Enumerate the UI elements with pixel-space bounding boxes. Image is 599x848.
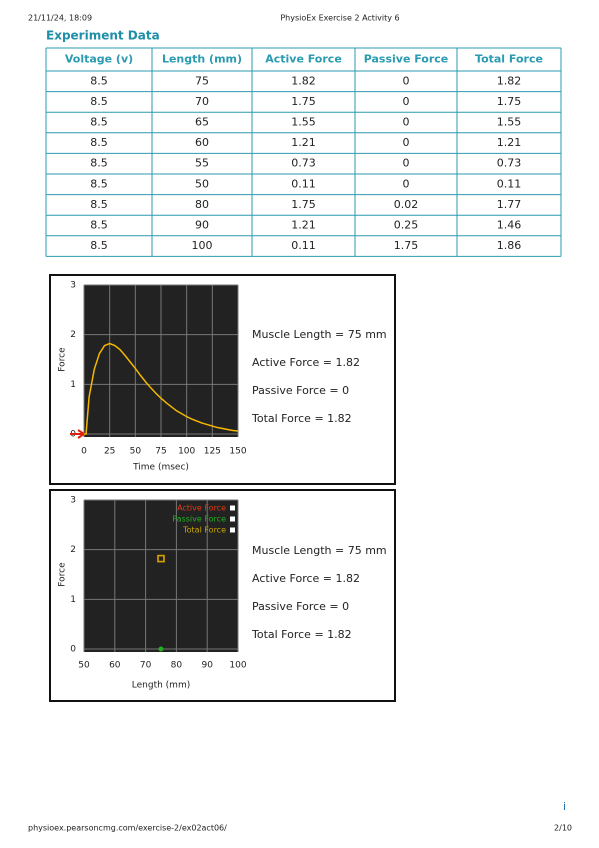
y-axis-label: Force: [58, 562, 68, 587]
header-title: PhysioEx Exercise 2 Activity 6: [280, 14, 399, 23]
x-tick-label: 75: [155, 447, 166, 457]
x-tick-label: 60: [109, 661, 121, 671]
table-cell: 8.5: [90, 239, 108, 252]
table-cell: 55: [195, 157, 209, 170]
table-cell: 1.55: [497, 116, 522, 129]
table-cell: 1.75: [291, 95, 316, 108]
x-tick-label: 100: [178, 447, 195, 457]
column-header: Total Force: [475, 53, 543, 66]
legend-label: Passive Force: [172, 515, 226, 524]
table-cell: 1.82: [291, 74, 316, 87]
table-cell: 8.5: [90, 219, 108, 232]
info-icon[interactable]: i: [563, 800, 566, 813]
x-axis-label: Time (msec): [132, 463, 189, 473]
table-cell: 0: [403, 116, 410, 129]
table-cell: 0.11: [291, 177, 316, 190]
annotation: Muscle Length = 75 mm: [252, 328, 387, 341]
table-cell: 0: [403, 74, 410, 87]
footer-url: physioex.pearsoncmg.com/exercise-2/ex02a…: [28, 824, 227, 833]
table-cell: 1.77: [497, 198, 522, 211]
y-tick-label: 0: [70, 645, 76, 655]
table-cell: 1.21: [291, 219, 316, 232]
page-number: 2/10: [554, 824, 572, 833]
table-cell: 0: [403, 157, 410, 170]
table-cell: 0.02: [394, 198, 419, 211]
table-cell: 0: [403, 136, 410, 149]
y-tick-label: 2: [70, 330, 76, 340]
table-cell: 8.5: [90, 95, 108, 108]
table-cell: 0.73: [497, 157, 522, 170]
table-cell: 8.5: [90, 177, 108, 190]
table-cell: 0: [403, 95, 410, 108]
point: [158, 646, 164, 652]
x-tick-label: 125: [204, 447, 221, 457]
legend-swatch: [230, 527, 235, 533]
table-cell: 8.5: [90, 116, 108, 129]
table-cell: 0.25: [394, 219, 419, 232]
table-cell: 1.21: [497, 136, 522, 149]
x-tick-label: 25: [104, 447, 115, 457]
table-cell: 100: [192, 239, 213, 252]
table-cell: 0.11: [497, 177, 522, 190]
column-header: Active Force: [265, 53, 342, 66]
table-cell: 70: [195, 95, 209, 108]
table-cell: 8.5: [90, 198, 108, 211]
table-cell: 1.82: [497, 74, 522, 87]
table-cell: 0: [403, 177, 410, 190]
y-tick-label: 1: [70, 380, 76, 390]
y-tick-label: 1: [70, 595, 76, 605]
x-tick-label: 50: [130, 447, 142, 457]
column-header: Length (mm): [162, 53, 242, 66]
table-cell: 80: [195, 198, 209, 211]
table-cell: 0.73: [291, 157, 316, 170]
annotation: Muscle Length = 75 mm: [252, 544, 387, 557]
legend-label: Active Force: [177, 504, 226, 513]
table-cell: 1.21: [291, 136, 316, 149]
y-axis-label: Force: [58, 347, 68, 372]
y-tick-label: 3: [70, 496, 76, 506]
x-tick-label: 150: [229, 447, 246, 457]
section-title: Experiment Data: [46, 29, 160, 43]
table-cell: 90: [195, 219, 209, 232]
table-cell: 1.75: [291, 198, 316, 211]
table-cell: 1.46: [497, 219, 522, 232]
x-tick-label: 80: [171, 661, 183, 671]
column-header: Passive Force: [364, 53, 449, 66]
table-cell: 0.11: [291, 239, 316, 252]
point: [157, 554, 165, 563]
y-tick-label: 3: [70, 281, 76, 291]
legend-swatch: [230, 505, 235, 511]
table-cell: 65: [195, 116, 209, 129]
annotation: Total Force = 1.82: [251, 412, 352, 425]
x-tick-label: 90: [201, 661, 213, 671]
table-cell: 50: [195, 177, 209, 190]
table-cell: 8.5: [90, 74, 108, 87]
legend-label: Total Force: [182, 526, 226, 535]
table-cell: 75: [195, 74, 209, 87]
line-series: [84, 342, 239, 435]
x-tick-label: 0: [81, 447, 87, 457]
x-tick-label: 50: [78, 661, 90, 671]
annotation: Passive Force = 0: [252, 384, 349, 397]
table-cell: 1.75: [497, 95, 522, 108]
x-axis-label: Length (mm): [132, 681, 190, 691]
annotation: Total Force = 1.82: [251, 628, 352, 641]
column-header: Voltage (v): [65, 53, 133, 66]
header-datetime: 21/11/24, 18:09: [28, 14, 92, 23]
annotation: Passive Force = 0: [252, 600, 349, 613]
plot-area: [84, 500, 238, 652]
y-tick-label: 2: [70, 545, 76, 555]
table-cell: 60: [195, 136, 209, 149]
legend-swatch: [230, 516, 235, 522]
annotation: Active Force = 1.82: [252, 356, 360, 369]
table-cell: 8.5: [90, 136, 108, 149]
annotation: Active Force = 1.82: [252, 572, 360, 585]
table-cell: 1.75: [394, 239, 419, 252]
table-cell: 1.86: [497, 239, 522, 252]
x-tick-label: 70: [140, 661, 152, 671]
table-cell: 1.55: [291, 116, 316, 129]
table-cell: 8.5: [90, 157, 108, 170]
x-tick-label: 100: [229, 661, 246, 671]
